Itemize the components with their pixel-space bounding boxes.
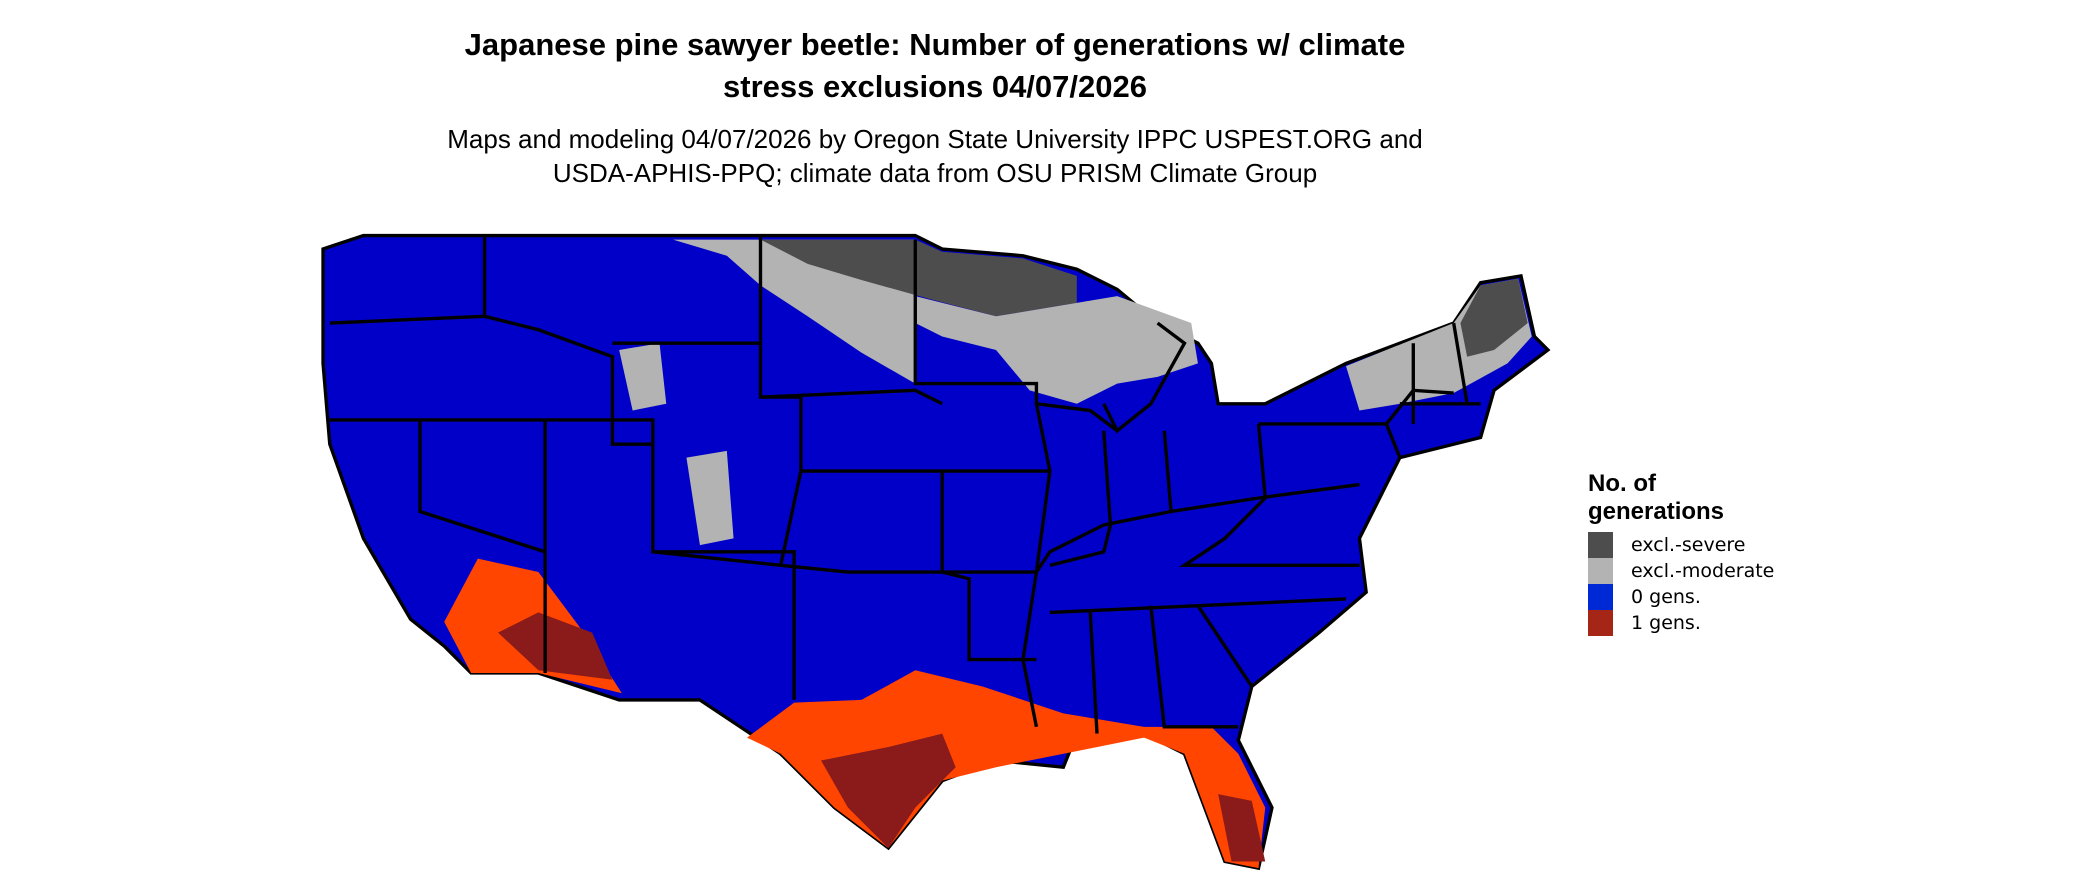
legend-swatch [1588, 584, 1613, 610]
subtitle-line-2: USDA-APHIS-PPQ; climate data from OSU PR… [552, 158, 1318, 188]
legend-title-line-1: No. of [1588, 470, 1656, 497]
one-gen-arizona-dark [498, 612, 613, 680]
legend: No. of generations excl.-severe excl.-mo… [1588, 470, 1774, 636]
legend-swatch [1588, 558, 1613, 584]
legend-item-0-gens: 0 gens. [1588, 584, 1774, 610]
legend-label: excl.-moderate [1631, 560, 1775, 582]
legend-item-excl-moderate: excl.-moderate [1588, 558, 1774, 584]
excl-severe-minnesota [760, 239, 1077, 317]
title-line-2: stress exclusions 04/07/2026 [723, 69, 1147, 104]
one-gen-florida-dark [1218, 794, 1266, 862]
legend-item-excl-severe: excl.-severe [1588, 532, 1774, 558]
legend-label: 1 gens. [1631, 612, 1701, 634]
legend-item-1-gens: 1 gens. [1588, 610, 1774, 636]
legend-label: 0 gens. [1631, 586, 1701, 608]
legend-title-line-2: generations [1588, 498, 1725, 525]
excl-moderate-rockies [619, 343, 667, 411]
map-subtitle: Maps and modeling 04/07/2026 by Oregon S… [0, 122, 1870, 190]
one-gen-texas-dark [821, 733, 956, 848]
excl-moderate-great-lakes [915, 296, 1198, 404]
legend-swatch [1588, 532, 1613, 558]
legend-title: No. of generations [1588, 470, 1774, 526]
excl-severe-northeast [1460, 278, 1528, 357]
legend-swatch [1588, 610, 1613, 636]
subtitle-line-1: Maps and modeling 04/07/2026 by Oregon S… [447, 124, 1423, 154]
excl-moderate-colorado [686, 450, 734, 546]
title-line-1: Japanese pine sawyer beetle: Number of g… [464, 27, 1406, 62]
legend-label: excl.-severe [1631, 534, 1746, 556]
map-title: Japanese pine sawyer beetle: Number of g… [0, 24, 1870, 108]
state-borders [329, 235, 1481, 734]
